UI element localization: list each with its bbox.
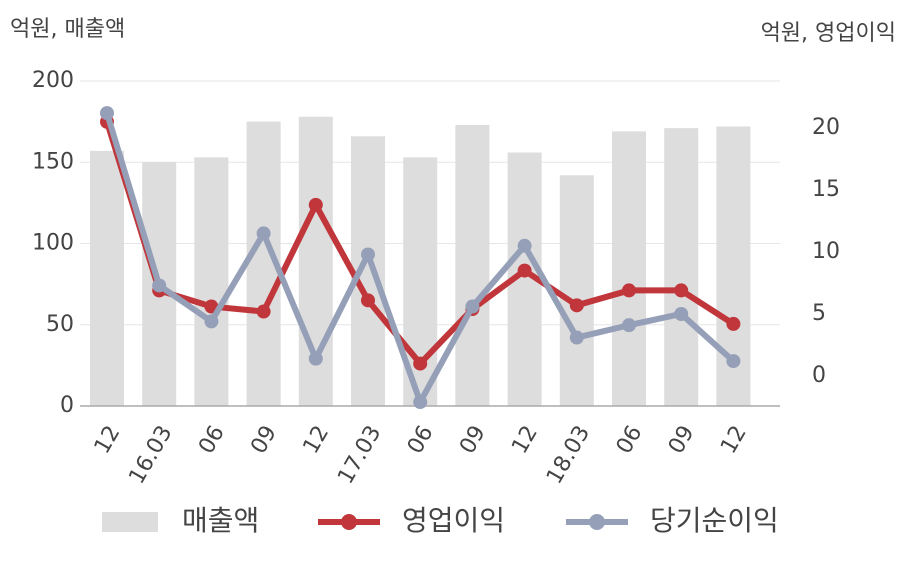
point — [465, 299, 480, 314]
point — [569, 330, 584, 345]
y2-tick-label: 10 — [812, 239, 840, 264]
x-tick-label: 12 — [716, 422, 752, 459]
y-axis-label: 억원, 매출액 — [10, 17, 125, 42]
legend-swatch — [102, 512, 158, 532]
x-tick-label: 12 — [90, 422, 126, 459]
x-tick-label: 06 — [403, 422, 439, 459]
point — [413, 395, 428, 410]
x-tick-label: 12 — [299, 422, 335, 459]
x-tick-label: 17.03 — [333, 422, 386, 489]
y2-tick-label: 20 — [812, 115, 840, 140]
x-tick-label: 06 — [612, 422, 648, 459]
y2-tick-label: 0 — [812, 363, 826, 388]
point — [622, 318, 636, 333]
y-tick-label: 50 — [46, 312, 74, 337]
x-tick-label: 09 — [455, 422, 491, 459]
bar — [351, 136, 385, 406]
point — [517, 238, 532, 253]
x-tick-label: 12 — [507, 422, 543, 459]
x-tick-label: 09 — [246, 422, 282, 459]
x-tick-label: 09 — [664, 422, 700, 459]
y-tick-label: 200 — [32, 68, 74, 93]
y-tick-label: 150 — [32, 149, 74, 174]
x-tick-label: 16.03 — [124, 422, 177, 489]
point — [413, 356, 428, 371]
legend-label: 영업이익 — [402, 504, 505, 537]
y2-tick-label: 15 — [812, 177, 840, 202]
point — [308, 351, 323, 366]
y-tick-label: 100 — [32, 231, 74, 256]
y-tick-label: 0 — [60, 393, 74, 418]
bar — [664, 128, 699, 406]
point — [204, 314, 219, 329]
legend-swatch — [589, 514, 605, 530]
y2-tick-label: 5 — [812, 301, 826, 326]
legend-label: 매출액 — [182, 504, 259, 537]
x-tick-label: 06 — [194, 422, 230, 459]
point — [622, 283, 636, 298]
bar — [612, 131, 646, 406]
legend-swatch — [341, 514, 357, 530]
y2-axis-label: 억원, 영업이익 — [761, 21, 896, 46]
bar — [559, 175, 594, 406]
point — [256, 304, 271, 319]
bar — [194, 157, 229, 406]
point — [256, 226, 271, 241]
point — [361, 247, 375, 262]
bar — [90, 150, 124, 406]
point — [308, 197, 323, 212]
point — [100, 106, 114, 121]
legend-label: 당기순이익 — [650, 504, 779, 537]
point — [674, 306, 689, 321]
x-tick-label: 18.03 — [542, 422, 595, 489]
point — [517, 263, 532, 278]
point — [674, 283, 689, 298]
point — [726, 354, 741, 369]
bar — [455, 124, 490, 406]
point — [152, 278, 167, 293]
point — [361, 293, 375, 308]
point — [726, 316, 741, 331]
point — [569, 298, 584, 313]
